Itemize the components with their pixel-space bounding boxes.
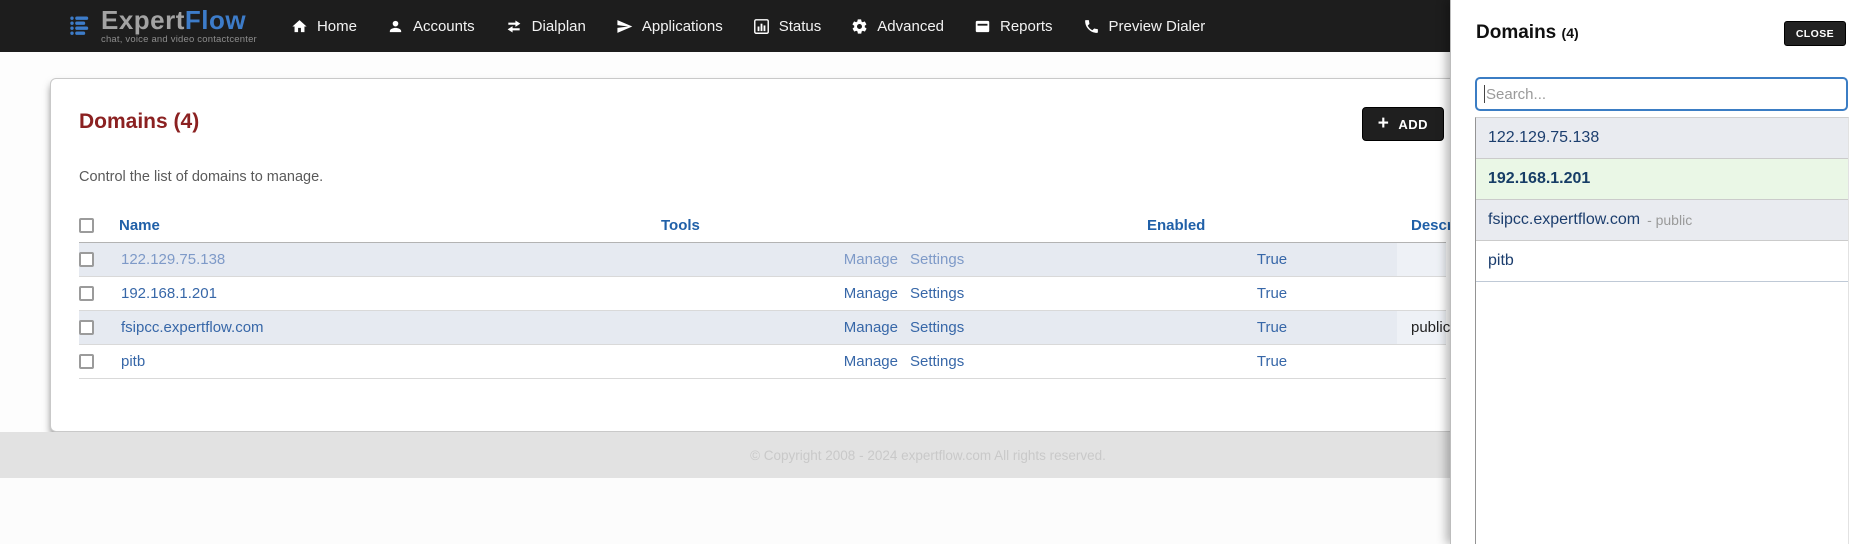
- domain-name-link[interactable]: 122.129.75.138: [121, 250, 226, 268]
- domain-name-link[interactable]: fsipcc.expertflow.com: [121, 318, 264, 336]
- user-icon: [389, 20, 402, 32]
- column-header-tools[interactable]: Tools: [661, 209, 1147, 243]
- drawer-title: Domains (4): [1476, 22, 1579, 43]
- nav-preview-dialer[interactable]: Preview Dialer: [1083, 17, 1206, 35]
- plus-icon: +: [1377, 113, 1390, 134]
- table-row: pitb Manage Settings True: [79, 344, 1446, 379]
- nav-advanced[interactable]: Advanced: [851, 18, 944, 35]
- nav-accounts[interactable]: Accounts: [387, 18, 475, 35]
- drawer-title-count: (4): [1561, 25, 1579, 41]
- nav-home-label: Home: [316, 17, 357, 35]
- table-row: fsipcc.expertflow.com Manage Settings Tru…: [79, 310, 1450, 345]
- description-value: [1397, 276, 1446, 311]
- domain-selector-drawer: Domains (4) CLOSE 122.129.75.138 192.168…: [1450, 0, 1856, 544]
- add-button[interactable]: + ADD: [1361, 107, 1444, 141]
- list-item[interactable]: fsipcc.expertflow.com - public: [1476, 200, 1848, 241]
- logo-expert: Expert: [101, 4, 185, 35]
- domain-name-link[interactable]: pitb: [121, 352, 146, 370]
- enabled-value: True: [1147, 276, 1397, 311]
- page-title: Domains (4): [79, 110, 200, 133]
- phone-icon: [1084, 19, 1098, 33]
- nav-reports-label: Reports: [1000, 17, 1053, 35]
- nav-advanced-label: Advanced: [877, 17, 944, 35]
- table-row: 192.168.1.201 Manage Settings True: [79, 276, 1446, 311]
- main-nav: Home Accounts Dialplan Applications Stat…: [291, 18, 1205, 35]
- nav-status-label: Status: [778, 17, 822, 35]
- close-button[interactable]: CLOSE: [1783, 21, 1846, 46]
- column-header-enabled[interactable]: Enabled: [1147, 209, 1397, 243]
- enabled-value: True: [1147, 310, 1397, 345]
- list-item[interactable]: pitb: [1476, 241, 1848, 282]
- search-wrapper: [1475, 77, 1848, 111]
- nav-accounts-label: Accounts: [412, 17, 475, 35]
- enabled-value: True: [1147, 344, 1397, 379]
- description-value: public: [1397, 310, 1450, 345]
- nav-dialplan-label: Dialplan: [531, 17, 586, 35]
- row-checkbox[interactable]: [79, 320, 94, 336]
- nav-reports[interactable]: Reports: [974, 18, 1053, 35]
- logo-text: ExpertFlow chat, voice and video contact…: [101, 4, 257, 45]
- description-value: [1397, 242, 1446, 277]
- column-header-name[interactable]: Name: [119, 209, 661, 243]
- list-item[interactable]: 122.129.75.138: [1476, 118, 1848, 159]
- nav-preview-dialer-label: Preview Dialer: [1108, 17, 1206, 35]
- select-all-checkbox[interactable]: [79, 218, 94, 234]
- manage-link[interactable]: Manage: [843, 284, 898, 302]
- manage-link[interactable]: Manage: [843, 250, 898, 268]
- search-input[interactable]: [1475, 77, 1848, 111]
- logo-tagline: chat, voice and video contactcenter: [101, 33, 257, 45]
- add-button-label: ADD: [1398, 116, 1428, 132]
- text-cursor: [1484, 85, 1485, 103]
- paper-plane-icon: [617, 19, 633, 33]
- page-subtitle: Control the list of domains to manage.: [79, 169, 324, 185]
- row-checkbox[interactable]: [79, 252, 94, 268]
- manage-link[interactable]: Manage: [843, 352, 898, 370]
- column-header-description[interactable]: Description: [1397, 209, 1494, 243]
- settings-link[interactable]: Settings: [910, 250, 965, 268]
- row-checkbox[interactable]: [79, 354, 94, 370]
- domains-table: Name Tools Enabled Description 122.129.7…: [79, 209, 1494, 379]
- settings-link[interactable]: Settings: [910, 318, 965, 336]
- domain-name-link[interactable]: 192.168.1.201: [121, 284, 217, 302]
- list-item-note: - public: [1647, 212, 1693, 228]
- nav-home[interactable]: Home: [291, 18, 357, 35]
- domain-list: 122.129.75.138 192.168.1.201 fsipcc.expe…: [1475, 117, 1849, 544]
- domains-card: Domains (4) + ADD Control the list of do…: [50, 78, 1494, 432]
- settings-link[interactable]: Settings: [910, 284, 965, 302]
- expertflow-logo[interactable]: ExpertFlow chat, voice and video contact…: [70, 4, 257, 45]
- bar-chart-icon: [753, 18, 769, 34]
- nav-applications[interactable]: Applications: [616, 18, 723, 35]
- logo-grid-icon: [70, 16, 89, 35]
- copyright-text: © Copyright 2008 - 2024 expertflow.com A…: [750, 448, 1106, 463]
- list-item-selected[interactable]: 192.168.1.201: [1476, 159, 1848, 200]
- nav-applications-label: Applications: [641, 17, 723, 35]
- nav-dialplan[interactable]: Dialplan: [505, 18, 586, 35]
- manage-link[interactable]: Manage: [843, 318, 898, 336]
- table-header-row: Name Tools Enabled Description: [79, 209, 1494, 243]
- gear-icon: [852, 18, 867, 34]
- logo-flow: Flow: [184, 4, 247, 35]
- transfer-arrows-icon: [507, 19, 521, 33]
- description-value: [1397, 344, 1446, 379]
- nav-status[interactable]: Status: [753, 17, 822, 35]
- row-checkbox[interactable]: [79, 286, 94, 302]
- table-row: 122.129.75.138 Manage Settings True: [79, 242, 1446, 277]
- enabled-value: True: [1147, 242, 1397, 277]
- home-icon: [292, 19, 307, 32]
- settings-link[interactable]: Settings: [910, 352, 965, 370]
- archive-box-icon: [975, 20, 990, 32]
